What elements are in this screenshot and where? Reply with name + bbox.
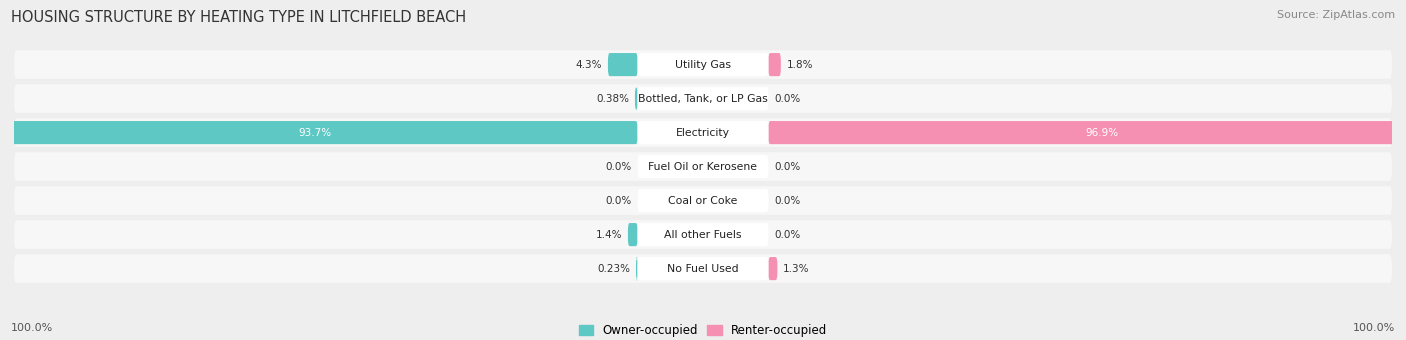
FancyBboxPatch shape [637, 53, 769, 76]
Text: 0.0%: 0.0% [773, 94, 800, 104]
FancyBboxPatch shape [0, 121, 637, 144]
Text: 0.0%: 0.0% [773, 230, 800, 240]
Text: 0.23%: 0.23% [598, 264, 630, 274]
FancyBboxPatch shape [607, 53, 637, 76]
FancyBboxPatch shape [14, 186, 1392, 215]
FancyBboxPatch shape [637, 223, 769, 246]
Text: 96.9%: 96.9% [1085, 128, 1119, 138]
Text: 1.3%: 1.3% [783, 264, 810, 274]
Text: 0.0%: 0.0% [606, 195, 633, 206]
Text: HOUSING STRUCTURE BY HEATING TYPE IN LITCHFIELD BEACH: HOUSING STRUCTURE BY HEATING TYPE IN LIT… [11, 10, 467, 25]
FancyBboxPatch shape [14, 220, 1392, 249]
Text: Coal or Coke: Coal or Coke [668, 195, 738, 206]
FancyBboxPatch shape [636, 87, 637, 110]
Text: Electricity: Electricity [676, 128, 730, 138]
FancyBboxPatch shape [14, 152, 1392, 181]
Text: Fuel Oil or Kerosene: Fuel Oil or Kerosene [648, 162, 758, 172]
FancyBboxPatch shape [14, 50, 1392, 79]
FancyBboxPatch shape [636, 257, 638, 280]
FancyBboxPatch shape [14, 118, 1392, 147]
Text: Bottled, Tank, or LP Gas: Bottled, Tank, or LP Gas [638, 94, 768, 104]
Text: 1.8%: 1.8% [786, 59, 813, 70]
Text: Utility Gas: Utility Gas [675, 59, 731, 70]
Text: 0.0%: 0.0% [606, 162, 633, 172]
FancyBboxPatch shape [769, 53, 780, 76]
FancyBboxPatch shape [769, 257, 778, 280]
FancyBboxPatch shape [769, 121, 1406, 144]
FancyBboxPatch shape [637, 257, 769, 280]
Text: 0.38%: 0.38% [596, 94, 630, 104]
FancyBboxPatch shape [637, 189, 769, 212]
Text: No Fuel Used: No Fuel Used [668, 264, 738, 274]
Text: 100.0%: 100.0% [11, 323, 53, 333]
Text: 1.4%: 1.4% [596, 230, 623, 240]
Legend: Owner-occupied, Renter-occupied: Owner-occupied, Renter-occupied [574, 319, 832, 340]
Text: 0.0%: 0.0% [773, 195, 800, 206]
Text: 0.0%: 0.0% [773, 162, 800, 172]
Text: 100.0%: 100.0% [1353, 323, 1395, 333]
FancyBboxPatch shape [628, 223, 637, 246]
Text: 93.7%: 93.7% [298, 128, 332, 138]
FancyBboxPatch shape [637, 121, 769, 144]
Text: Source: ZipAtlas.com: Source: ZipAtlas.com [1277, 10, 1395, 20]
Text: 4.3%: 4.3% [576, 59, 602, 70]
Text: All other Fuels: All other Fuels [664, 230, 742, 240]
FancyBboxPatch shape [14, 254, 1392, 283]
FancyBboxPatch shape [637, 155, 769, 178]
FancyBboxPatch shape [14, 84, 1392, 113]
FancyBboxPatch shape [637, 87, 769, 110]
